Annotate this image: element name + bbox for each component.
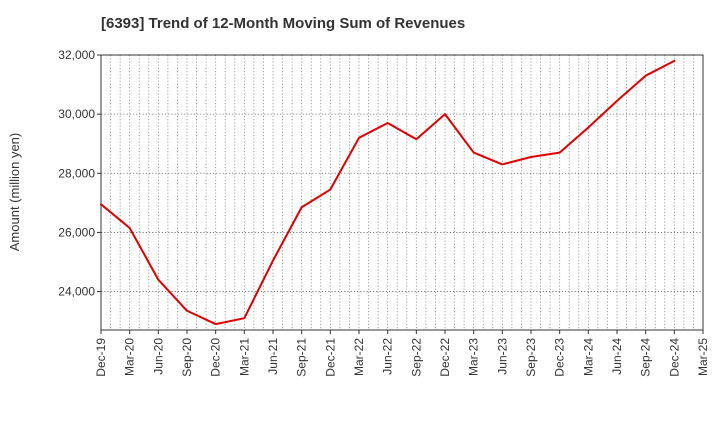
x-tick-labels: Dec-19 Mar-20 Jun-20 Sep-20 Dec-20 Mar-21 Jun-… [94, 338, 710, 377]
grid-lines [101, 55, 703, 330]
x-tick-label: Mar-20 [123, 338, 137, 376]
chart-title: [6393] Trend of 12-Month Moving Sum of R… [101, 15, 466, 32]
x-tick-label: Dec-23 [553, 338, 567, 377]
x-tick-label: Sep-23 [524, 338, 538, 377]
x-tick-label: Sep-22 [409, 338, 423, 377]
y-tick-label: 24,000 [58, 285, 95, 299]
x-tick-label: Mar-25 [696, 338, 710, 376]
revenue-series-line [100, 59, 676, 326]
y-tick-label: 28,000 [58, 166, 95, 180]
x-tick-label: Jun-23 [495, 338, 509, 375]
x-tick-label: Sep-24 [639, 338, 653, 377]
y-tick-label: 26,000 [58, 225, 95, 239]
x-tick-label: Jun-22 [381, 338, 395, 375]
x-tick-label: Dec-21 [323, 338, 337, 377]
x-tick-label: Jun-24 [610, 338, 624, 375]
x-tick-label: Sep-20 [180, 338, 194, 377]
x-tick-label: Mar-23 [467, 338, 481, 376]
x-tick-label: Mar-22 [352, 338, 366, 376]
series-lines [100, 59, 676, 326]
y-tick-label: 32,000 [58, 48, 95, 62]
x-tick-label: Jun-20 [151, 338, 165, 375]
x-tick-label: Mar-21 [237, 338, 251, 376]
y-axis-title: Amount (million yen) [7, 133, 22, 252]
x-tick-label: Dec-22 [438, 338, 452, 377]
x-tick-label: Dec-19 [94, 338, 108, 377]
x-tick-label: Dec-24 [667, 338, 681, 377]
x-tick-label: Dec-20 [209, 338, 223, 377]
plot-area-frame [100, 54, 704, 331]
x-tick-label: Jun-21 [266, 338, 280, 375]
axis-ticks [97, 54, 704, 334]
y-tick-labels: 24,000 26,000 28,000 30,000 32,000 [58, 48, 95, 299]
x-tick-label: Mar-24 [581, 338, 595, 376]
x-tick-label: Sep-21 [295, 338, 309, 377]
y-tick-label: 30,000 [58, 107, 95, 121]
